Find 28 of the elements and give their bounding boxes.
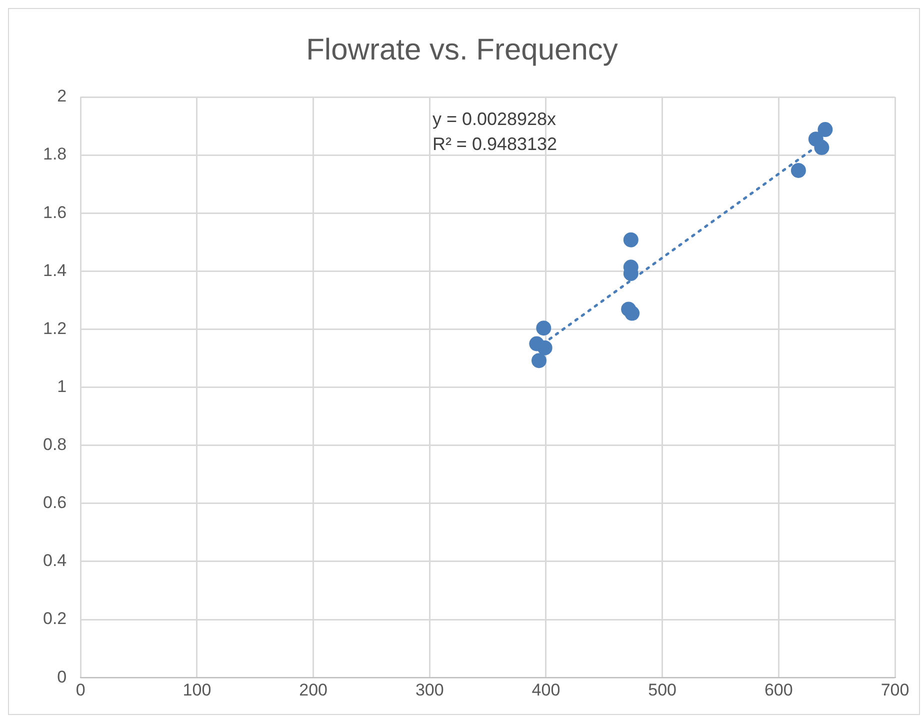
x-tick-label: 600 <box>764 680 793 700</box>
chart-title: Flowrate vs. Frequency <box>306 33 618 66</box>
x-tick-label: 400 <box>532 680 560 700</box>
x-tick-label: 0 <box>76 680 86 700</box>
x-tick-label: 500 <box>648 680 677 700</box>
point <box>532 353 547 368</box>
y-tick-label: 1.6 <box>42 202 67 222</box>
y-tick-label: 1.8 <box>42 144 67 164</box>
x-tick-label: 700 <box>880 680 910 700</box>
point <box>818 122 833 138</box>
y-tick-label: 1 <box>57 376 67 396</box>
point <box>536 320 552 336</box>
x-tick-label: 200 <box>299 680 328 700</box>
y-tick-label: 0 <box>57 667 67 686</box>
annotation: y = 0.0028928x <box>432 108 556 129</box>
point <box>790 162 806 178</box>
point <box>624 306 640 321</box>
x-tick-label: 100 <box>182 680 212 700</box>
y-tick-label: 0.2 <box>42 609 67 628</box>
annotation: R² = 0.9483132 <box>432 134 558 154</box>
y-tick-label: 0.8 <box>42 435 67 454</box>
y-tick-label: 0.4 <box>42 551 67 570</box>
y-tick-label: 1.2 <box>42 318 67 338</box>
point <box>623 232 638 248</box>
y-tick-label: 1.4 <box>42 260 67 280</box>
y-tick-label: 0.6 <box>42 493 67 512</box>
x-tick-label: 300 <box>415 680 444 700</box>
y-tick-label: 2 <box>57 86 67 106</box>
